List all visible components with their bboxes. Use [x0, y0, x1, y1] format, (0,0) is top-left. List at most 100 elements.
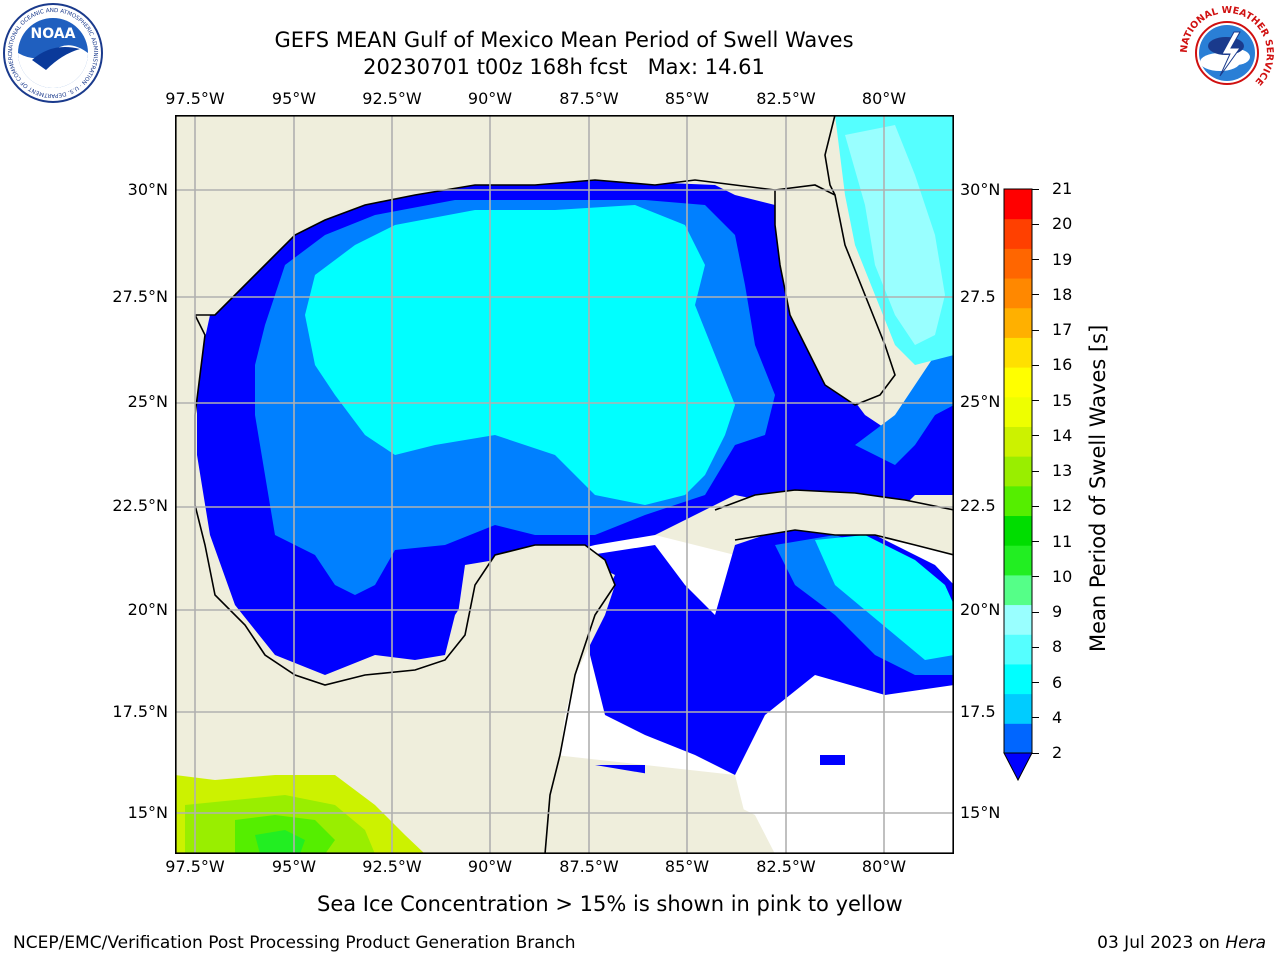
map-caption: Sea Ice Concentration > 15% is shown in …: [317, 892, 903, 916]
colorbar-tick-label: 10: [1052, 566, 1073, 586]
colorbar-tick-mark: [1032, 752, 1039, 754]
lon-tick-label: 95°W: [271, 857, 317, 876]
colorbar-segment: [1004, 337, 1032, 368]
colorbar-tick-mark: [1032, 682, 1039, 683]
colorbar-segment: [1004, 248, 1032, 279]
footer-date: 03 Jul 2023 on Hera: [1097, 933, 1266, 953]
chart-subtitle: 20230701 t00z 168h fcst Max: 14.61: [363, 55, 765, 79]
colorbar-tick-label: 18: [1052, 284, 1073, 304]
colorbar-tick-mark: [1032, 259, 1039, 260]
colorbar-tick-label: 17: [1052, 320, 1073, 339]
lon-tick-label: 97.5°W: [165, 89, 225, 108]
lon-tick-label: 85°W: [664, 857, 710, 876]
colorbar-tick-label: 12: [1052, 496, 1073, 516]
colorbar-tick-mark: [1032, 717, 1039, 719]
footer-host: Hera: [1225, 933, 1266, 953]
colorbar-tick-label: 8: [1052, 637, 1063, 657]
lat-tick-label: 22.5°N: [112, 496, 168, 515]
noaa-logo-text: NOAA: [31, 26, 76, 42]
lat-tick-label: 27.5°N: [112, 287, 168, 306]
swell-9s-atlantic: [845, 125, 945, 345]
colorbar-segment: [1004, 456, 1032, 487]
lon-tick-label: 87.5°W: [559, 89, 619, 108]
lat-tick-label: 17.5: [960, 702, 996, 721]
colorbar-segment: [1004, 723, 1032, 754]
colorbar-segment: [1004, 396, 1032, 427]
nws-logo-icon: NATIONAL WEATHER SERVICE: [1178, 4, 1276, 102]
colorbar-tick-mark: [1032, 400, 1039, 401]
lat-tick-label: 20°N: [960, 600, 1001, 619]
colorbar-segment: [1004, 663, 1032, 695]
colorbar-tick-mark: [1032, 470, 1039, 472]
coastline: [734, 529, 954, 556]
lat-tick-label: 30°N: [960, 180, 1001, 199]
colorbar-segment: [1004, 574, 1032, 606]
swell-4s-east: [855, 335, 954, 465]
land-yucatan: [455, 545, 615, 854]
colorbar-tick-label: 2: [1052, 743, 1063, 762]
colorbar-tick-mark: [1032, 435, 1039, 437]
lat-tick-label: 20°N: [127, 600, 168, 619]
colorbar-label: Mean Period of Swell Waves [s]: [1086, 324, 1110, 652]
colorbar-tick-mark: [1032, 646, 1039, 648]
colorbar-tick-label: 6: [1052, 672, 1063, 692]
colorbar-segment: [1004, 634, 1032, 665]
lat-tick-label: 27.5: [960, 287, 996, 306]
colorbar-tick-mark: [1032, 576, 1039, 578]
lon-tick-label: 82.5°W: [756, 857, 816, 876]
colorbar-tick-mark: [1032, 364, 1039, 366]
lon-tick-label: 95°W: [271, 89, 317, 108]
colorbar-tick-label: 9: [1052, 602, 1063, 621]
colorbar-tick-label: 15: [1052, 390, 1073, 410]
colorbar-tick-label: 14: [1052, 425, 1073, 445]
colorbar-tick-mark: [1032, 188, 1039, 190]
coastline: [714, 489, 954, 511]
colorbar-segment: [1004, 693, 1032, 724]
chart-title: GEFS MEAN Gulf of Mexico Mean Period of …: [274, 28, 854, 52]
colorbar-extend-triangle: [1003, 752, 1033, 782]
colorbar-segment: [1004, 189, 1032, 220]
lat-tick-label: 15°N: [127, 803, 168, 822]
lat-tick-label: 30°N: [127, 180, 168, 199]
colorbar-segment: [1004, 515, 1032, 546]
colorbar-segment: [1004, 545, 1032, 576]
coastline: [195, 179, 896, 406]
land-us-gulf-coast: [195, 115, 835, 315]
colorbar-tick-label: 21: [1052, 179, 1073, 198]
lon-tick-label: 90°W: [467, 89, 513, 108]
lon-tick-label: 80°W: [861, 89, 907, 108]
lon-tick-label: 97.5°W: [165, 857, 225, 876]
graticule: [175, 115, 954, 854]
colorbar-tick-mark: [1032, 329, 1039, 331]
lon-tick-label: 85°W: [664, 89, 710, 108]
colorbar-tick-label: 11: [1052, 531, 1073, 551]
colorbar-tick-label: 13: [1052, 461, 1073, 480]
lon-tick-label: 82.5°W: [756, 89, 816, 108]
colorbar-segment: [1004, 604, 1032, 635]
colorbar-segment: [1004, 485, 1032, 517]
colorbar-segment: [1004, 307, 1032, 338]
colorbar-tick-mark: [1032, 505, 1039, 507]
swell-2s-patch: [820, 755, 845, 765]
colorbar-tick-mark: [1032, 611, 1039, 613]
swell-6s-band: [305, 205, 735, 505]
colorbar-tick-mark: [1032, 294, 1039, 296]
map-frame: [175, 115, 954, 854]
colorbar-segment: [1004, 278, 1032, 309]
land-central-america: [515, 755, 775, 854]
colorbar-tick-label: 20: [1052, 214, 1073, 234]
lat-tick-label: 25°N: [960, 392, 1001, 411]
lon-tick-label: 80°W: [861, 857, 907, 876]
lat-tick-label: 17.5°N: [112, 702, 168, 721]
colorbar-tick-label: 19: [1052, 249, 1073, 269]
lat-tick-label: 15°N: [960, 803, 1001, 822]
lon-tick-label: 87.5°W: [559, 857, 619, 876]
colorbar-tick-label: 4: [1052, 707, 1063, 727]
lon-tick-label: 92.5°W: [362, 89, 422, 108]
footer-date-text: 03 Jul 2023 on: [1097, 933, 1226, 953]
colorbar: [1003, 188, 1033, 782]
lon-tick-label: 92.5°W: [362, 857, 422, 876]
colorbar-segment: [1004, 367, 1032, 398]
lon-tick-label: 90°W: [467, 857, 513, 876]
lat-tick-label: 25°N: [127, 392, 168, 411]
